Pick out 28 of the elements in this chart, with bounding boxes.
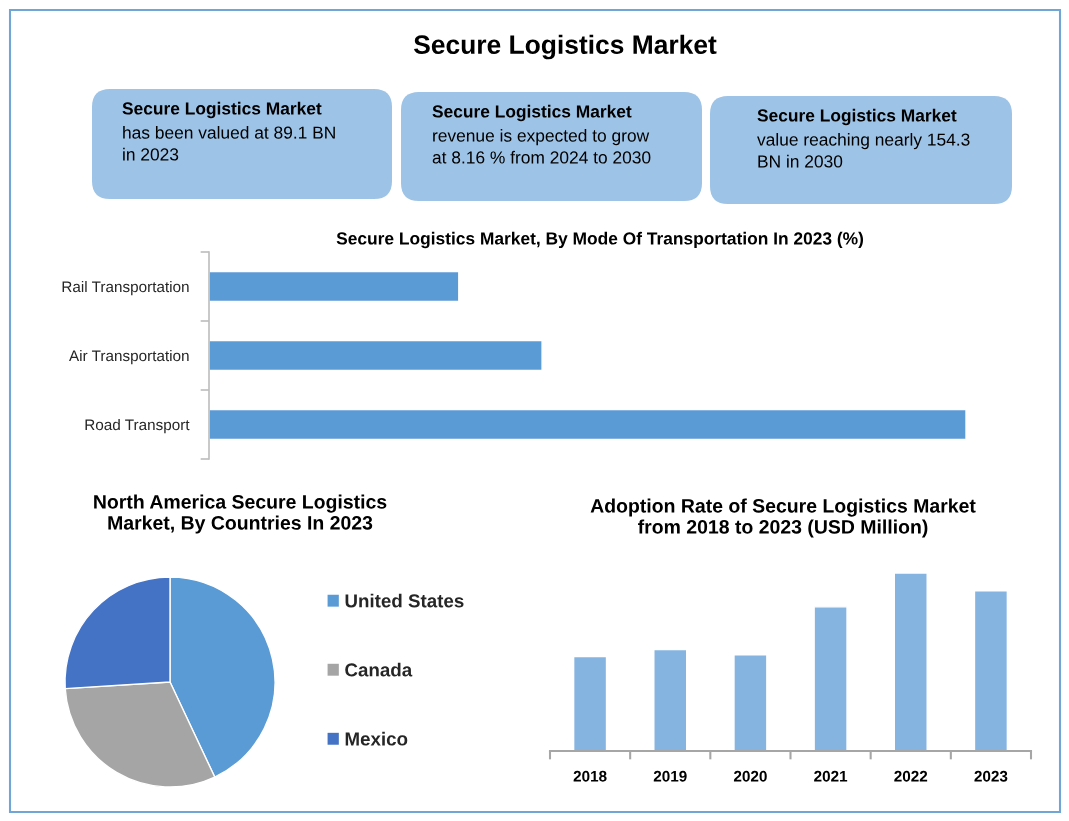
x-tick-label: 2023 (974, 770, 1008, 782)
text: has been valued at 89.1 BN in 2023 (123, 126, 335, 161)
bar (893, 573, 928, 751)
text: value reaching nearly 154.3 BN in 2030 (757, 133, 970, 168)
y-tick-label: Air Transportation (69, 349, 189, 365)
x-tick-label: 2020 (733, 770, 767, 782)
y-tick-label: Road Transport (85, 418, 190, 434)
legend-label: Mexico (345, 731, 408, 746)
text: Secure Logistics Market (757, 108, 957, 126)
text: Secure Logistics Market (413, 34, 717, 60)
x-tick-label: 2019 (653, 770, 687, 782)
y-tick-label: Rail Transportation (62, 280, 189, 296)
legend-label: Canada (345, 662, 413, 677)
text: Secure Logistics Market (432, 104, 632, 122)
x-tick-label: 2018 (573, 770, 607, 782)
chart-title: North America Secure Logistics Market, By Countries In 2023 (94, 494, 387, 534)
x-tick-label: 2022 (894, 770, 928, 782)
bar (733, 654, 768, 751)
legend-label: United States (345, 593, 464, 608)
bar (572, 655, 608, 751)
bar (653, 648, 688, 751)
x-tick-label: 2021 (814, 770, 848, 782)
text: revenue is expected to grow at 8.16 % from 2024 to 2030 (432, 129, 651, 164)
chart-title: Adoption Rate of Secure Logistics Market from 2018 to 2023 (USD Million) (590, 498, 976, 538)
bar (973, 590, 1009, 751)
chart-title: Secure Logistics Market, By Mode Of Transportation In 2023 (%) (336, 231, 864, 249)
text: Secure Logistics Market (122, 101, 322, 119)
bar (813, 606, 848, 751)
